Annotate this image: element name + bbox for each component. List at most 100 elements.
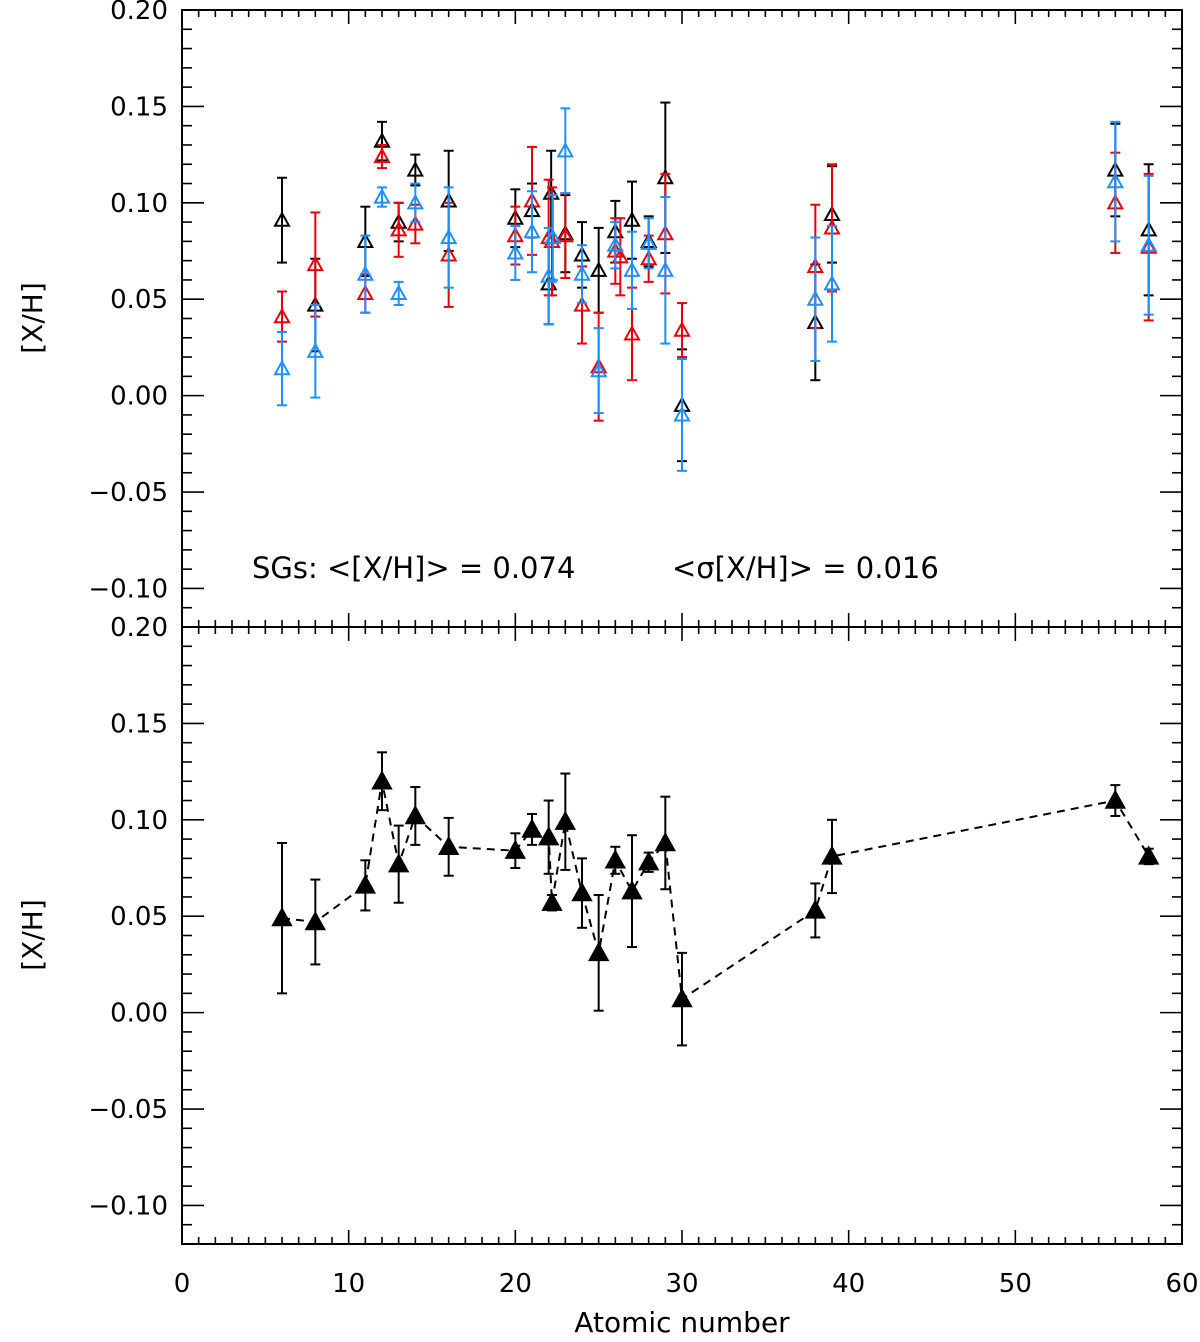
bottom-series bbox=[271, 751, 1160, 1047]
data-point bbox=[621, 880, 643, 900]
data-point bbox=[271, 907, 293, 927]
data-point bbox=[606, 236, 624, 252]
y-tick-label: 0.05 bbox=[110, 285, 168, 315]
data-point bbox=[556, 226, 574, 243]
data-point bbox=[573, 295, 591, 312]
data-point bbox=[590, 261, 608, 277]
data-point bbox=[671, 988, 693, 1008]
bottom-ticks bbox=[181, 626, 1183, 1245]
data-point bbox=[1140, 236, 1158, 252]
data-point bbox=[1106, 172, 1124, 189]
series-mean bbox=[271, 751, 1160, 1047]
data-point bbox=[304, 910, 326, 931]
data-point bbox=[404, 804, 426, 825]
y-tick-label: 0.05 bbox=[110, 902, 168, 932]
data-point bbox=[306, 342, 324, 358]
data-point bbox=[523, 222, 541, 239]
y-tick-label: −0.05 bbox=[88, 478, 168, 508]
data-point bbox=[556, 141, 574, 158]
data-point bbox=[440, 228, 458, 245]
data-point bbox=[390, 284, 408, 300]
data-point bbox=[654, 831, 676, 852]
data-point bbox=[638, 851, 660, 871]
data-point bbox=[806, 290, 824, 306]
top-series bbox=[273, 101, 1158, 472]
data-point bbox=[623, 324, 641, 341]
data-point bbox=[573, 265, 591, 281]
top-ticks bbox=[181, 9, 1183, 628]
data-point bbox=[438, 835, 460, 855]
top-y-axis-label: [X/H] bbox=[16, 282, 49, 354]
data-point bbox=[588, 941, 610, 962]
x-tick-label: 40 bbox=[832, 1269, 865, 1299]
data-point bbox=[541, 891, 563, 911]
data-point bbox=[604, 849, 626, 869]
data-point bbox=[506, 243, 524, 260]
data-point bbox=[388, 853, 410, 873]
data-point bbox=[273, 307, 291, 324]
data-point bbox=[273, 359, 291, 376]
data-point bbox=[673, 321, 691, 337]
y-tick-label: 0.00 bbox=[110, 999, 168, 1029]
data-point bbox=[273, 211, 291, 227]
data-point bbox=[373, 147, 391, 164]
data-point bbox=[623, 211, 641, 227]
data-point bbox=[611, 247, 629, 264]
data-point bbox=[823, 274, 841, 291]
data-point bbox=[544, 228, 562, 245]
data-point bbox=[504, 839, 526, 859]
data-point bbox=[406, 214, 424, 231]
data-point bbox=[373, 187, 391, 204]
data-point bbox=[406, 193, 424, 210]
y-tick-label: 0.15 bbox=[110, 92, 168, 122]
series-blue bbox=[273, 107, 1158, 472]
data-point bbox=[821, 845, 843, 865]
data-point bbox=[390, 220, 408, 237]
data-point bbox=[673, 405, 691, 422]
data-point bbox=[554, 810, 576, 830]
x-tick-label: 20 bbox=[499, 1269, 532, 1299]
series-red bbox=[273, 143, 1158, 422]
series-line bbox=[281, 781, 1150, 1001]
x-tick-label: 60 bbox=[1165, 1269, 1198, 1299]
bottom-plot-frame bbox=[181, 626, 1183, 1245]
bottom-y-axis-label: [X/H] bbox=[16, 899, 49, 971]
top-panel: 0.20 0.15 0.10 0.05 0.00 −0.05 −0.10 [X/H] SGs… bbox=[16, 0, 1183, 628]
bottom-panel: 0.20 0.15 0.10 0.05 0.00 −0.05 −0.10 0 10 20 30 40… bbox=[16, 613, 1199, 1339]
top-y-tick-labels: 0.20 0.15 0.10 0.05 0.00 −0.05 −0.10 bbox=[88, 0, 168, 604]
data-point bbox=[356, 265, 374, 281]
series-black bbox=[273, 101, 1158, 463]
y-tick-label: −0.10 bbox=[88, 1191, 168, 1221]
y-tick-label: 0.10 bbox=[110, 189, 168, 219]
y-tick-label: 0.15 bbox=[110, 709, 168, 739]
y-tick-label: 0.00 bbox=[110, 382, 168, 412]
x-axis-label: Atomic number bbox=[574, 1306, 790, 1339]
data-point bbox=[804, 899, 826, 919]
x-tick-label: 50 bbox=[999, 1269, 1032, 1299]
y-tick-label: 0.20 bbox=[110, 613, 168, 643]
data-point bbox=[406, 160, 424, 177]
x-tick-label: 10 bbox=[332, 1269, 365, 1299]
data-point bbox=[640, 234, 658, 250]
data-point bbox=[656, 261, 674, 277]
x-tick-label: 0 bbox=[174, 1269, 191, 1299]
data-point bbox=[571, 882, 593, 902]
data-point bbox=[590, 361, 608, 378]
data-point bbox=[623, 261, 641, 277]
data-point bbox=[521, 818, 543, 838]
y-tick-label: 0.20 bbox=[110, 0, 168, 26]
annotation-mean: SGs: <[X/H]> = 0.074 bbox=[252, 551, 575, 585]
data-point bbox=[538, 826, 560, 846]
bottom-y-tick-labels: 0.20 0.15 0.10 0.05 0.00 −0.05 −0.10 bbox=[88, 613, 168, 1221]
x-tick-labels: 0 10 20 30 40 50 60 bbox=[174, 1269, 1199, 1299]
x-tick-label: 30 bbox=[665, 1269, 698, 1299]
data-point bbox=[306, 255, 324, 272]
y-tick-label: 0.10 bbox=[110, 806, 168, 836]
annotation-sigma: <σ[X/H]> = 0.016 bbox=[672, 551, 939, 585]
data-point bbox=[371, 770, 393, 790]
y-tick-label: −0.05 bbox=[88, 1095, 168, 1125]
data-point bbox=[1138, 845, 1160, 865]
data-point bbox=[354, 874, 376, 894]
data-point bbox=[1104, 789, 1126, 809]
